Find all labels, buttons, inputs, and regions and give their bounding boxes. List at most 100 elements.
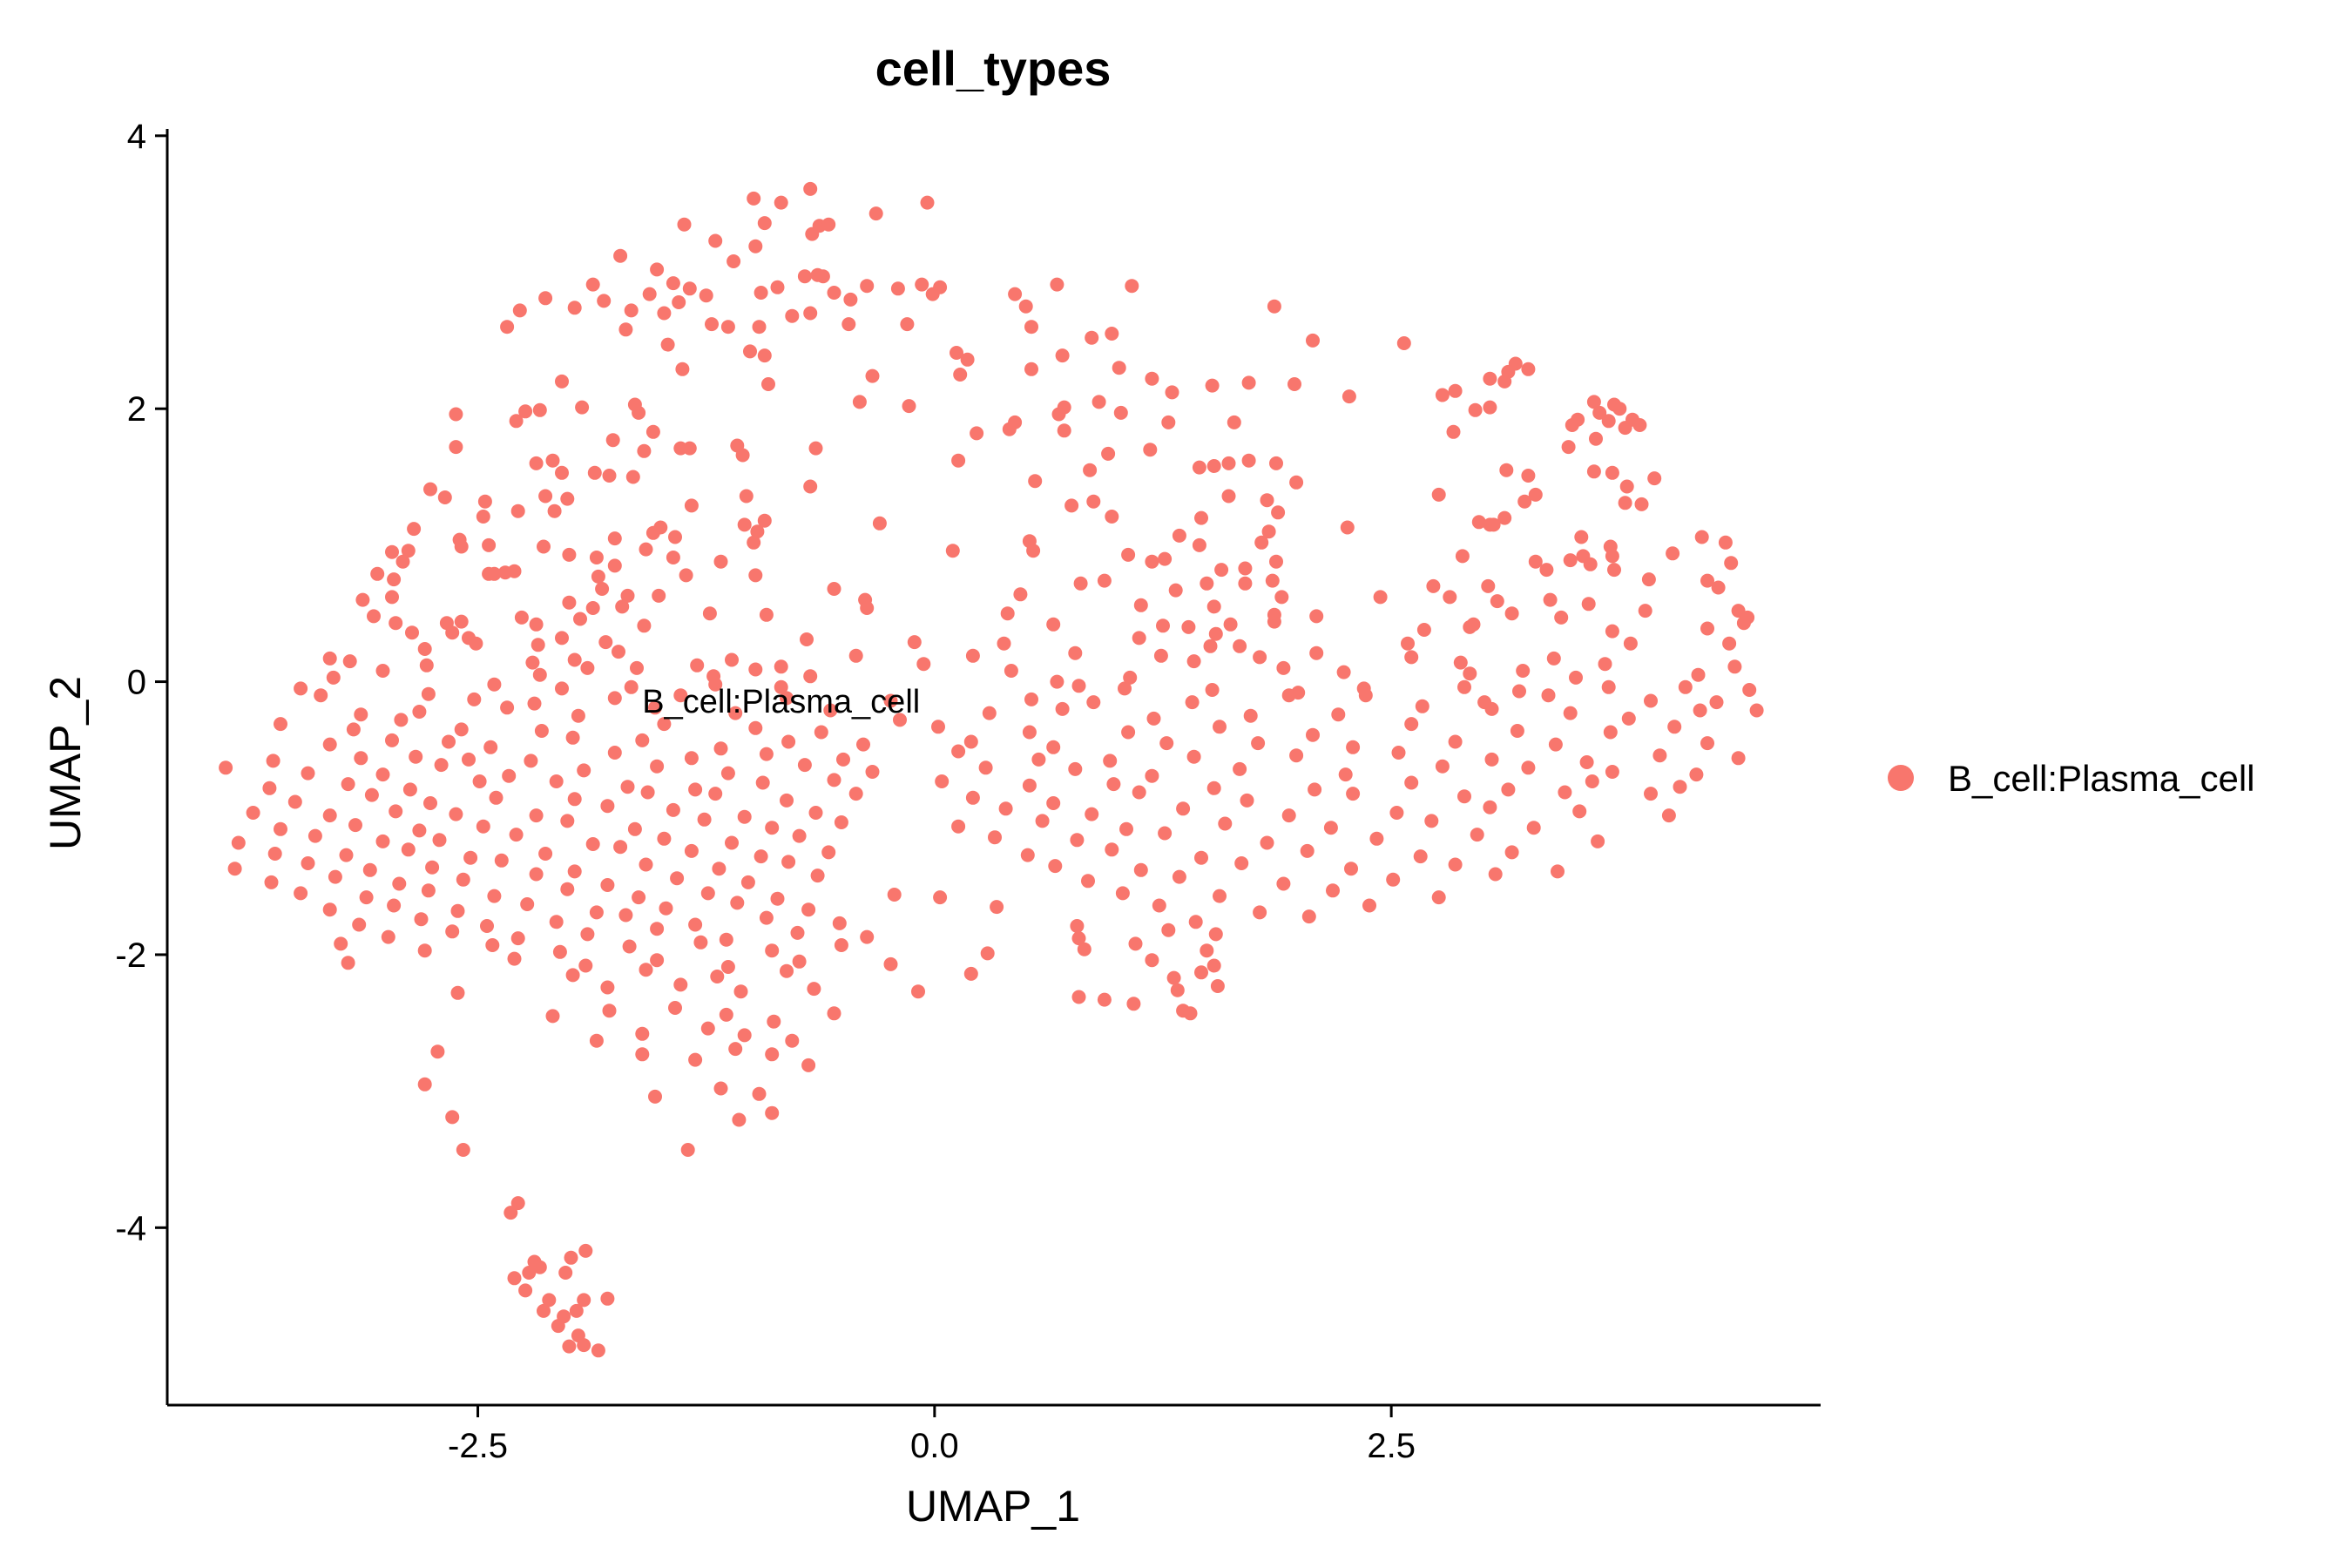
data-point [708,787,723,801]
data-point [1601,679,1616,694]
data-point [950,346,963,360]
data-point [1123,670,1138,685]
data-point [990,900,1004,915]
data-point [532,667,547,682]
data-point [865,765,880,779]
data-point [659,901,673,916]
data-point [1362,898,1376,913]
data-point [482,537,497,552]
data-point [640,785,655,800]
data-point [951,453,966,468]
data-point [1214,563,1229,578]
data-point [355,592,370,607]
data-point [1092,395,1106,409]
data-point [342,654,357,669]
data-point [613,248,628,263]
data-point [385,544,399,559]
data-point [1260,493,1274,508]
data-point [417,1077,432,1092]
data-point [1539,563,1554,578]
data-point [1013,587,1028,602]
data-point [585,601,600,615]
data-point [294,886,308,901]
data-point [1571,412,1585,427]
data-point [421,883,436,898]
data-point [890,281,905,296]
x-axis-ticks: -2.5 0.0 2.5 [448,1405,1416,1465]
data-point [761,377,775,391]
legend: B_cell:Plasma_cell [1888,758,2255,799]
data-point [1612,402,1627,416]
data-point [702,606,717,621]
data-point [476,819,490,834]
data-point [1289,748,1304,763]
data-point [1071,931,1086,946]
data-point [425,860,440,875]
data-point [1077,942,1092,956]
data-point [385,733,399,747]
data-point [657,306,672,321]
data-point [1022,725,1037,740]
data-point [856,737,870,752]
data-point [743,344,757,359]
data-point [1046,796,1061,810]
data-point [737,517,752,532]
data-point [1415,699,1429,713]
data-point [953,368,968,382]
data-point [1558,785,1572,800]
data-point [487,677,502,692]
data-point [803,181,818,196]
data-point [1621,711,1636,726]
data-point [1064,498,1079,513]
data-point [657,717,672,732]
data-point [797,758,812,773]
data-point [1158,551,1173,566]
data-point [754,849,768,864]
data-point [1183,1006,1198,1021]
data-point [500,700,515,715]
data-point [445,924,460,939]
data-point [739,489,754,504]
data-point [1267,614,1281,629]
data-point [951,744,966,759]
data-point [1435,388,1450,402]
data-point [1133,862,1148,877]
data-point [1711,580,1726,595]
data-point [1499,463,1514,477]
data-point [1700,736,1714,751]
data-point [668,1001,682,1015]
data-point [1323,821,1338,835]
data-point [1223,617,1238,632]
data-point [1081,874,1095,889]
data-point [705,317,719,332]
data-point [1112,361,1126,375]
data-point [565,730,580,745]
data-point [454,539,469,554]
data-point [1589,431,1603,446]
data-point [1749,703,1764,718]
data-point [1742,683,1757,697]
data-point [720,960,735,974]
data-point [645,424,660,439]
data-point [1623,636,1638,651]
data-point [545,453,560,468]
data-point [679,568,693,583]
data-point [401,544,416,558]
data-point [1667,720,1682,734]
data-point [1424,814,1439,828]
data-point [1546,651,1561,666]
data-point [814,725,828,740]
data-point [381,929,395,944]
data-point [1693,703,1707,718]
data-point [456,1143,470,1157]
data-point [1241,375,1256,390]
data-point [1241,453,1256,468]
data-point [294,681,308,696]
data-point [1106,777,1121,792]
data-point [635,1026,650,1041]
data-point [1221,489,1236,504]
data-point [322,651,337,666]
data-point [1634,497,1649,511]
data-point [328,869,342,884]
data-point [639,963,653,977]
